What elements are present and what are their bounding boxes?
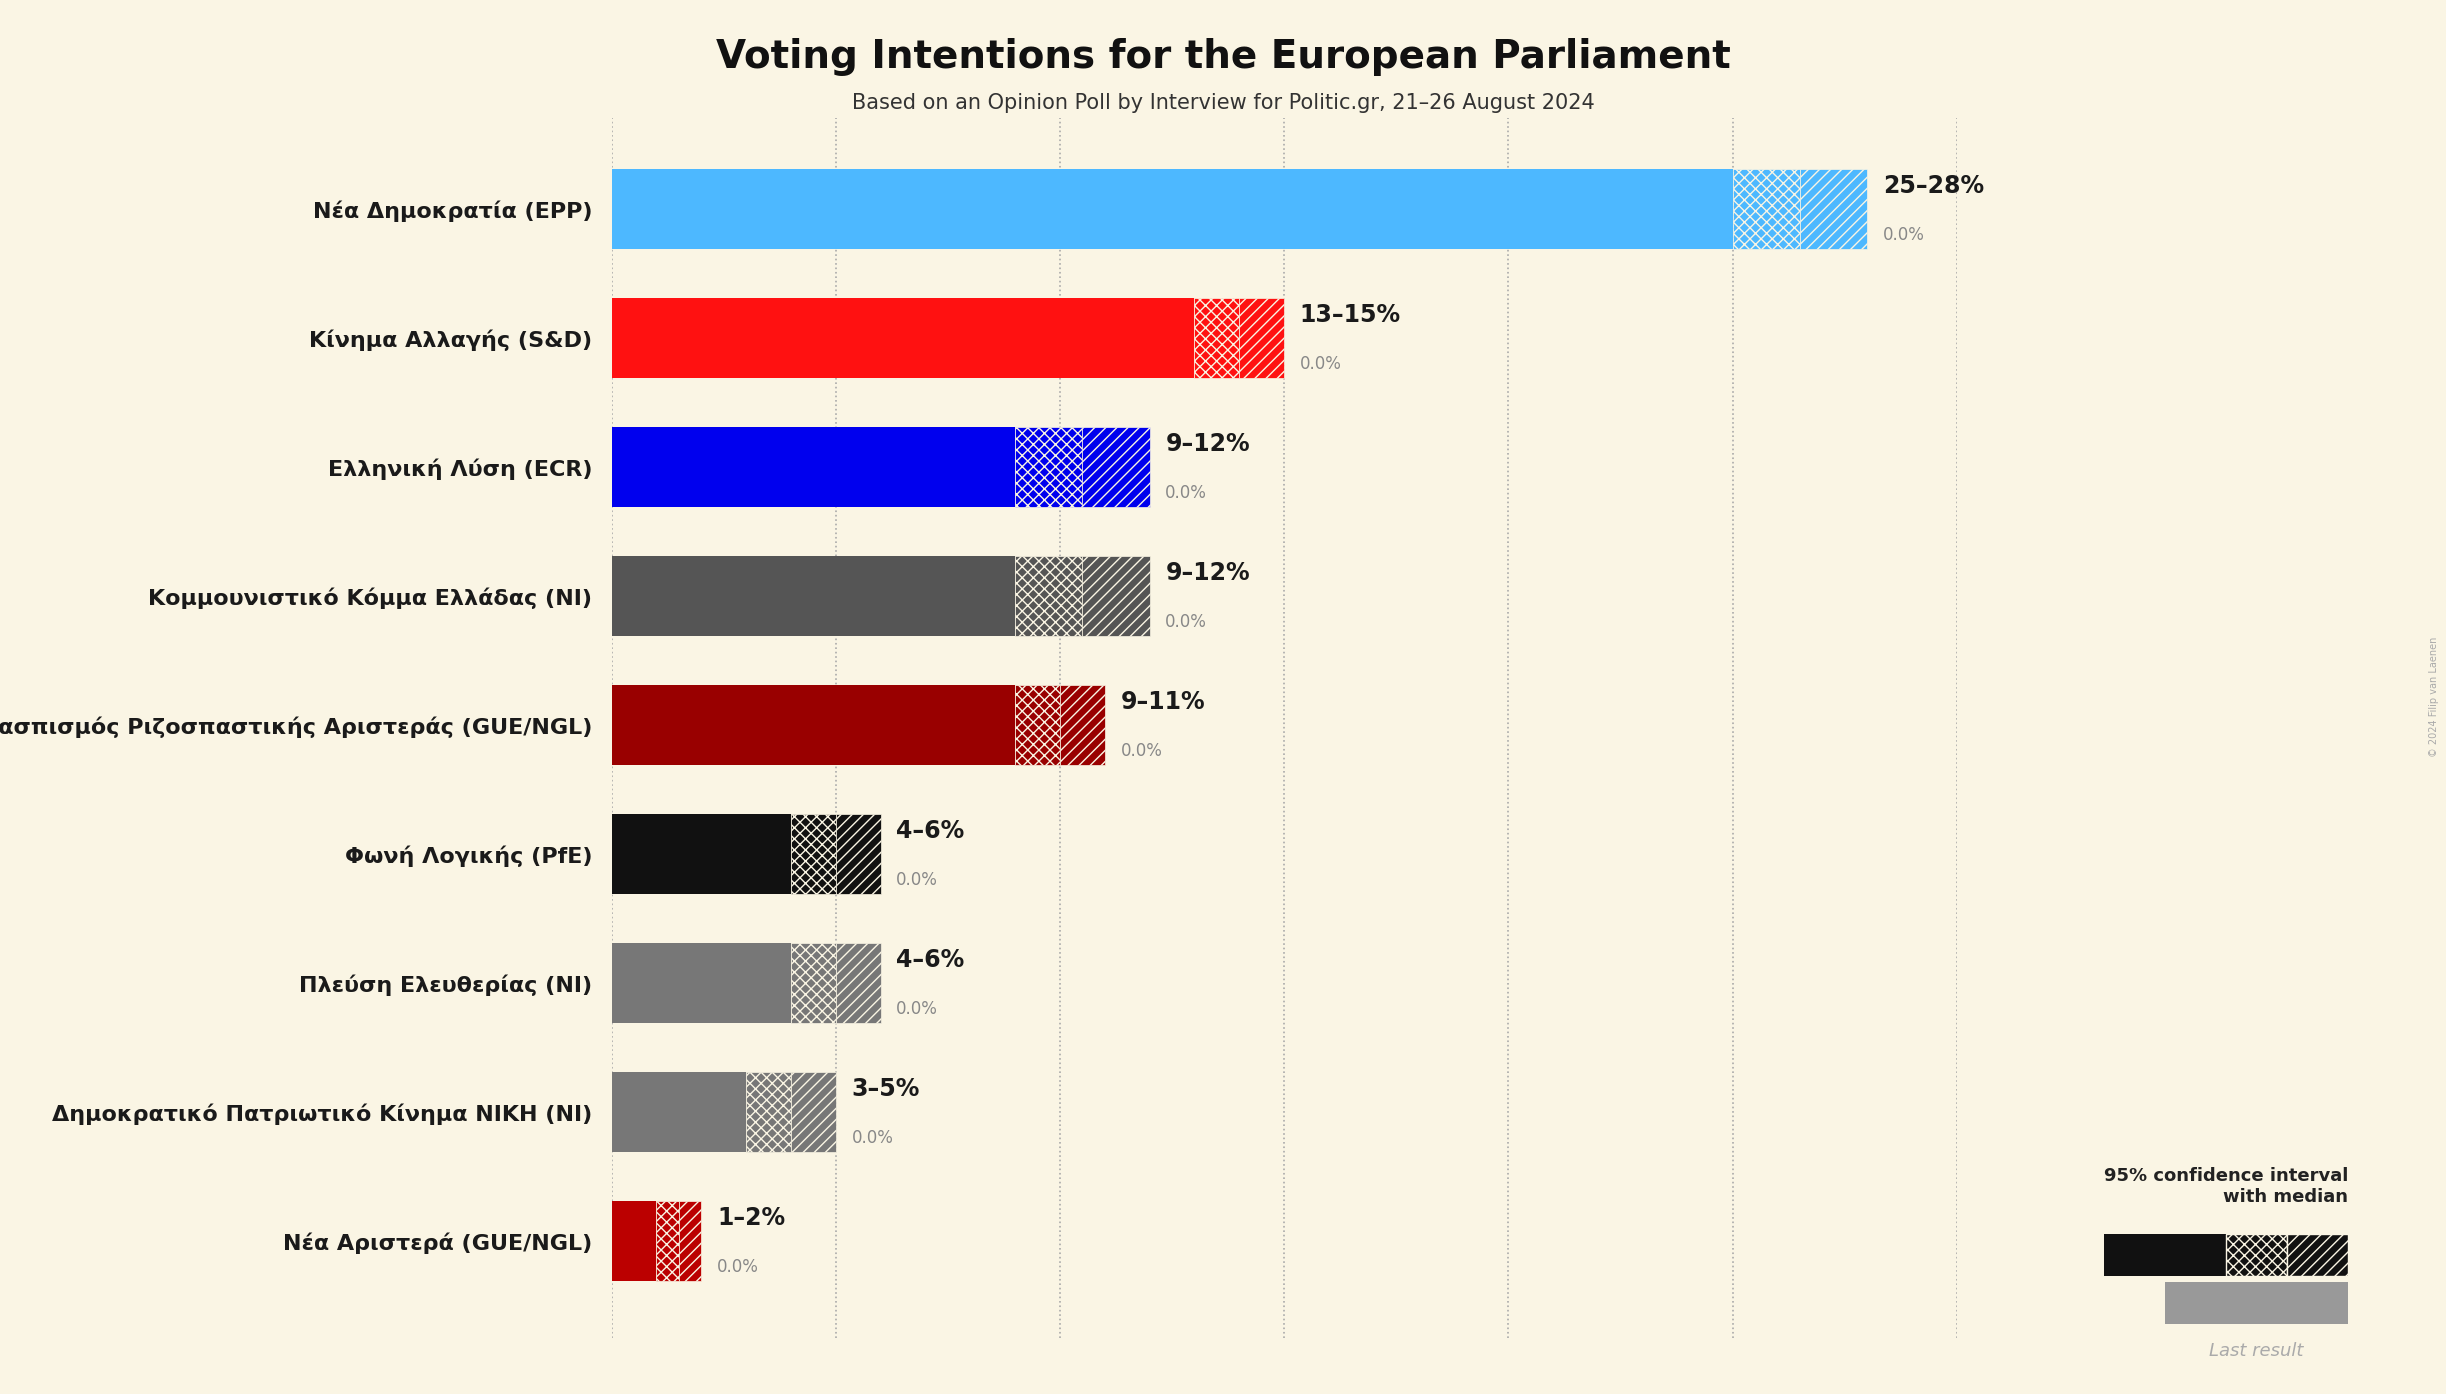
Bar xyxy=(612,298,1194,378)
Bar xyxy=(1194,298,1240,378)
Bar xyxy=(1081,427,1150,507)
Bar xyxy=(790,1072,837,1153)
Bar xyxy=(1059,684,1106,765)
Bar xyxy=(680,1202,702,1281)
Text: 4–6%: 4–6% xyxy=(895,820,964,843)
Text: 0.0%: 0.0% xyxy=(1883,226,1925,244)
Bar xyxy=(1081,556,1150,636)
Text: 9–11%: 9–11% xyxy=(1120,690,1206,714)
Bar xyxy=(612,1202,656,1281)
Text: 9–12%: 9–12% xyxy=(1164,432,1250,456)
Bar xyxy=(1015,556,1084,636)
Bar xyxy=(2226,1234,2287,1276)
Text: 9–12%: 9–12% xyxy=(1164,560,1250,585)
Bar xyxy=(1800,169,1866,250)
Bar xyxy=(746,1072,790,1153)
Bar xyxy=(837,814,881,894)
Text: 0.0%: 0.0% xyxy=(1164,613,1208,631)
Bar xyxy=(612,1072,746,1153)
Bar xyxy=(2104,1234,2226,1276)
Bar xyxy=(612,814,790,894)
Bar xyxy=(2287,1234,2348,1276)
Bar xyxy=(1015,684,1059,765)
Text: Based on an Opinion Poll by Interview for Politic.gr, 21–26 August 2024: Based on an Opinion Poll by Interview fo… xyxy=(851,93,1595,113)
Text: 0.0%: 0.0% xyxy=(895,999,939,1018)
Text: 0.0%: 0.0% xyxy=(1299,354,1343,372)
Text: Last result: Last result xyxy=(2209,1342,2304,1361)
Bar xyxy=(612,556,1015,636)
Bar xyxy=(837,944,881,1023)
Text: 13–15%: 13–15% xyxy=(1299,302,1402,326)
Bar xyxy=(1732,169,1800,250)
Text: 25–28%: 25–28% xyxy=(1883,174,1984,198)
Bar xyxy=(1015,427,1084,507)
Bar xyxy=(1240,298,1284,378)
Text: 0.0%: 0.0% xyxy=(895,871,939,889)
Text: 0.0%: 0.0% xyxy=(717,1259,758,1277)
Text: 0.0%: 0.0% xyxy=(851,1129,893,1147)
Text: Voting Intentions for the European Parliament: Voting Intentions for the European Parli… xyxy=(717,38,1729,75)
Text: 0.0%: 0.0% xyxy=(1120,742,1162,760)
Bar xyxy=(790,944,837,1023)
Text: 3–5%: 3–5% xyxy=(851,1078,920,1101)
Text: 4–6%: 4–6% xyxy=(895,948,964,972)
Text: 95% confidence interval
with median: 95% confidence interval with median xyxy=(2104,1167,2348,1206)
Text: 0.0%: 0.0% xyxy=(1164,484,1208,502)
Bar xyxy=(612,427,1015,507)
Bar xyxy=(612,684,1015,765)
Bar xyxy=(612,169,1732,250)
Bar xyxy=(656,1202,680,1281)
Bar xyxy=(790,814,837,894)
Bar xyxy=(612,944,790,1023)
Text: © 2024 Filip van Laenen: © 2024 Filip van Laenen xyxy=(2429,637,2439,757)
Text: 1–2%: 1–2% xyxy=(717,1206,785,1230)
